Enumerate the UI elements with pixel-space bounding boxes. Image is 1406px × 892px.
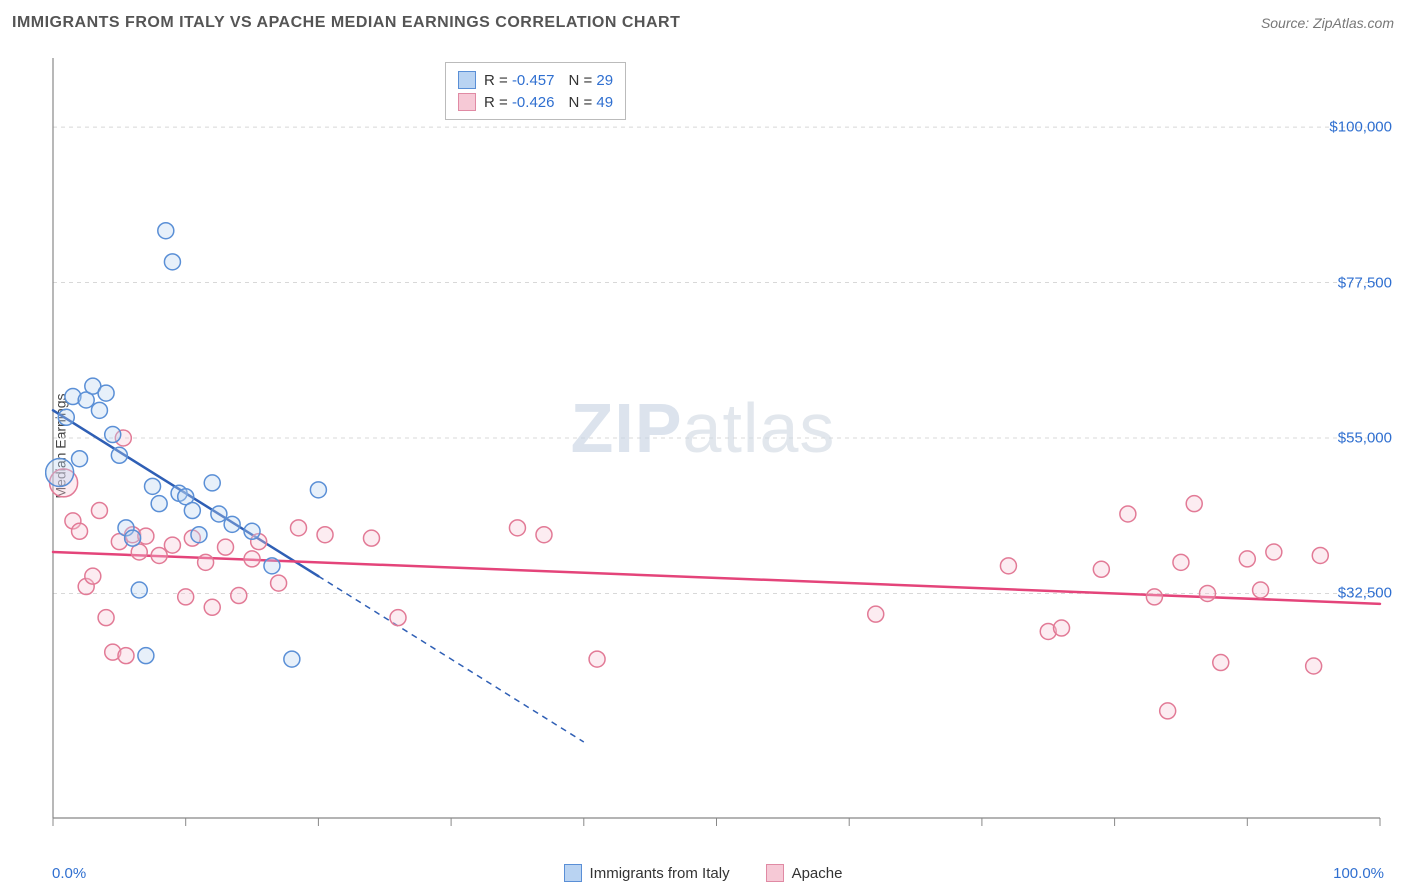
y-tick-label: $55,000	[1338, 430, 1392, 447]
legend-swatch	[458, 93, 476, 111]
legend-swatch	[458, 71, 476, 89]
legend-corr-row: R = -0.457N = 29	[458, 69, 613, 91]
legend-item: Immigrants from Italy	[564, 864, 730, 882]
legend-corr-row: R = -0.426N = 49	[458, 91, 613, 113]
y-tick-label: $100,000	[1329, 119, 1392, 136]
x-axis-min-label: 0.0%	[52, 865, 86, 882]
x-axis-max-label: 100.0%	[1333, 865, 1384, 882]
legend-swatch	[766, 864, 784, 882]
legend-swatch	[564, 864, 582, 882]
legend-corr-text: R = -0.457N = 29	[484, 72, 613, 89]
legend-label: Immigrants from Italy	[590, 865, 730, 882]
header-bar: IMMIGRANTS FROM ITALY VS APACHE MEDIAN E…	[12, 14, 1394, 32]
legend-item: Apache	[766, 864, 843, 882]
correlation-legend: R = -0.457N = 29 R = -0.426N = 49	[445, 62, 626, 120]
chart-title: IMMIGRANTS FROM ITALY VS APACHE MEDIAN E…	[12, 14, 680, 32]
y-tick-label: $32,500	[1338, 585, 1392, 602]
y-tick-label: $77,500	[1338, 274, 1392, 291]
series-legend: Immigrants from Italy Apache	[0, 864, 1406, 882]
scatter-chart	[45, 48, 1388, 828]
legend-corr-text: R = -0.426N = 49	[484, 94, 613, 111]
chart-container	[45, 48, 1388, 828]
legend-label: Apache	[792, 865, 843, 882]
source-label: Source: ZipAtlas.com	[1261, 15, 1394, 31]
